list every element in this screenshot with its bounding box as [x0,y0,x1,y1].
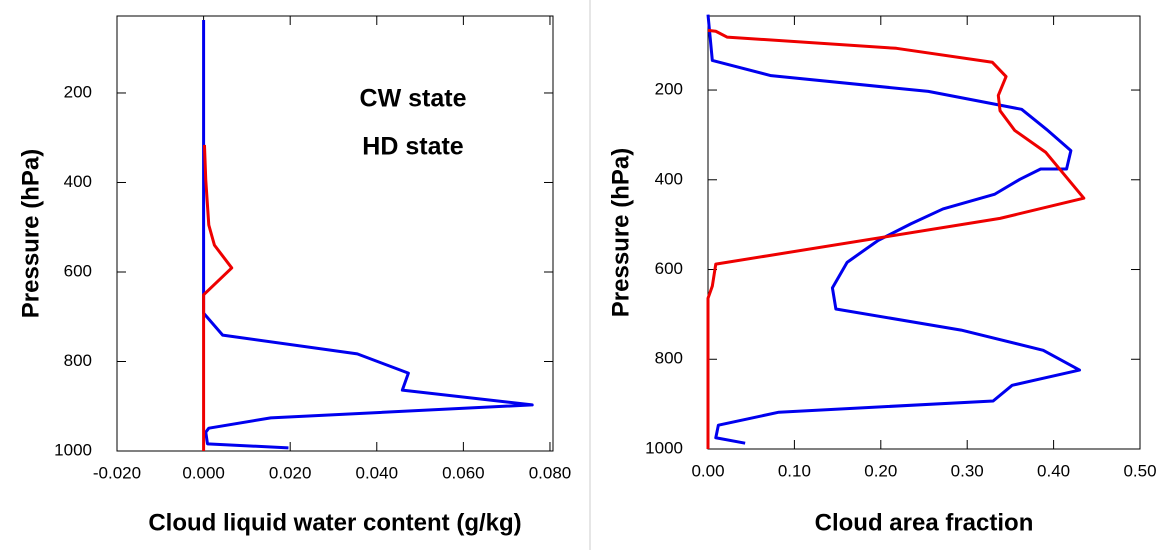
x-tick-label: 0.060 [442,463,485,482]
x-tick-label: 0.000 [182,463,225,482]
y-tick-label: 600 [655,259,683,278]
y-tick-label: 1000 [54,440,92,459]
y-tick-label: 200 [655,80,683,99]
y-tick-label: 1000 [645,438,683,457]
legend-label: CW state [360,85,467,113]
y-tick-label: 800 [655,349,683,368]
y-tick-label: 200 [64,82,92,101]
data-line [202,20,534,450]
y-tick-label: 400 [655,169,683,188]
y-axis-title: Pressure (hPa) [607,148,634,317]
legend-label: HD state [362,133,464,161]
y-tick-label: 600 [64,261,92,280]
x-tick-label: 0.50 [1123,461,1156,480]
plot-frame [116,15,554,452]
x-tick-label: 0.20 [864,461,897,480]
x-tick-label: -0.020 [93,463,141,482]
data-line [202,144,234,451]
x-axis-title: Cloud area fraction [815,509,1034,536]
x-tick-label: 0.040 [356,463,399,482]
x-tick-label: 0.10 [778,461,811,480]
x-tick-label: 0.00 [691,461,724,480]
x-tick-label: 0.40 [1037,461,1070,480]
y-tick-label: 400 [64,172,92,191]
data-line [706,28,1086,449]
plot-frame [707,15,1141,450]
y-axis-title: Pressure (hPa) [17,149,44,318]
y-tick-label: 800 [64,351,92,370]
x-tick-label: 0.020 [269,463,312,482]
x-axis-title: Cloud liquid water content (g/kg) [148,509,521,536]
x-tick-label: 0.30 [951,461,984,480]
data-line [706,14,1082,445]
x-tick-label: 0.080 [529,463,572,482]
